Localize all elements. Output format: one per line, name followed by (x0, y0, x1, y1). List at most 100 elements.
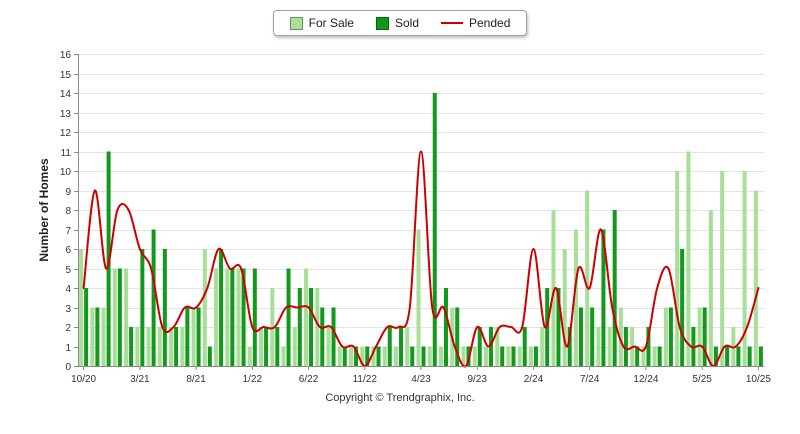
chart-legend: For Sale Sold Pended (272, 10, 528, 36)
bar-sold (275, 327, 280, 366)
bar-sold (207, 346, 212, 366)
bar-sold (758, 346, 763, 366)
bar-sold (129, 327, 134, 366)
x-tick-label: 6/22 (299, 374, 319, 385)
bar-sold (117, 268, 122, 366)
bar-sold (219, 249, 224, 366)
y-tick-label: 5 (65, 265, 71, 276)
y-tick-label: 6 (65, 245, 71, 256)
bar-sold (342, 346, 347, 366)
bar-for-sale (191, 307, 196, 366)
bar-sold (230, 268, 235, 366)
gridlines (78, 54, 764, 348)
bar-sold (601, 229, 606, 366)
bar-for-sale (742, 171, 747, 366)
bar-for-sale (247, 346, 252, 366)
bar-for-sale (281, 346, 286, 366)
y-tick-label: 11 (61, 148, 72, 159)
bar-sold (196, 307, 201, 366)
bar-for-sale (708, 210, 713, 366)
bar-for-sale (618, 307, 623, 366)
bar-for-sale (461, 346, 466, 366)
y-tick-label: 0 (65, 362, 71, 373)
bar-for-sale (146, 327, 151, 366)
legend-item-for-sale: For Sale (289, 16, 354, 30)
bar-for-sale (135, 327, 140, 366)
bar-sold (680, 249, 685, 366)
x-tick-label: 1/22 (243, 374, 263, 385)
bar-sold (736, 346, 741, 366)
bar-for-sale (371, 346, 376, 366)
bar-sold (399, 327, 404, 366)
bar-sold (432, 93, 437, 366)
y-tick-label: 16 (60, 50, 72, 61)
bar-for-sale (686, 151, 691, 366)
bar-sold (95, 307, 100, 366)
bar-for-sale (438, 346, 443, 366)
x-tick-label: 3/21 (130, 374, 150, 385)
copyright-text: Copyright © Trendgraphix, Inc. (325, 392, 475, 404)
bar-for-sale (394, 346, 399, 366)
bar-for-sale (405, 327, 410, 366)
bar-sold (511, 346, 516, 366)
bar-sold (612, 210, 617, 366)
bar-sold (747, 346, 752, 366)
bar-for-sale (90, 307, 95, 366)
x-tick-label: 10/25 (746, 374, 771, 385)
bar-for-sale (337, 346, 342, 366)
bar-sold (376, 346, 381, 366)
chart-area: Number of Homes 0 1 2 3 4 5 6 7 8 9 10 11 12 13 14 15 16… (0, 42, 800, 390)
y-tick-label: 13 (60, 109, 72, 120)
bar-for-sale (349, 346, 354, 366)
bar-for-sale (472, 346, 477, 366)
y-tick-label: 8 (65, 206, 71, 217)
bar-for-sale (259, 327, 264, 366)
y-tick-label: 1 (65, 343, 71, 354)
bar-sold (477, 327, 482, 366)
bar-sold (354, 346, 359, 366)
bar-for-sale (506, 346, 511, 366)
x-tick-label: 4/23 (411, 374, 431, 385)
bar-sold (590, 307, 595, 366)
bar-sold (455, 307, 460, 366)
bars-sold (84, 93, 763, 366)
x-tick-label: 10/20 (71, 374, 96, 385)
legend-item-pended: Pended (441, 16, 510, 30)
bar-sold (488, 327, 493, 366)
bar-for-sale (180, 327, 185, 366)
y-axis-title: Number of Homes (37, 158, 51, 262)
bar-sold (421, 346, 426, 366)
bar-for-sale (101, 307, 106, 366)
bar-sold (174, 327, 179, 366)
bar-sold (151, 229, 156, 366)
bar-sold (443, 288, 448, 366)
bar-for-sale (79, 249, 84, 366)
bar-for-sale (427, 346, 432, 366)
bar-for-sale (360, 346, 365, 366)
bar-sold (286, 268, 291, 366)
bar-for-sale (112, 268, 117, 366)
x-tick-label: 7/24 (580, 374, 600, 385)
bar-sold (252, 268, 257, 366)
bar-for-sale (236, 268, 241, 366)
bar-sold (668, 307, 673, 366)
bar-for-sale (304, 268, 309, 366)
bar-for-sale (573, 229, 578, 366)
legend-label-sold: Sold (394, 16, 419, 30)
bar-sold (725, 346, 730, 366)
bar-sold (264, 327, 269, 366)
bar-for-sale (225, 268, 230, 366)
bar-for-sale (270, 288, 275, 366)
bar-for-sale (326, 327, 331, 366)
bar-for-sale (483, 346, 488, 366)
bar-sold (387, 327, 392, 366)
bar-sold (578, 307, 583, 366)
bar-for-sale (292, 327, 297, 366)
bar-sold (646, 327, 651, 366)
bar-for-sale (596, 327, 601, 366)
y-tick-label: 14 (60, 89, 72, 100)
bars-for-sale (79, 151, 758, 366)
bar-for-sale (202, 249, 207, 366)
